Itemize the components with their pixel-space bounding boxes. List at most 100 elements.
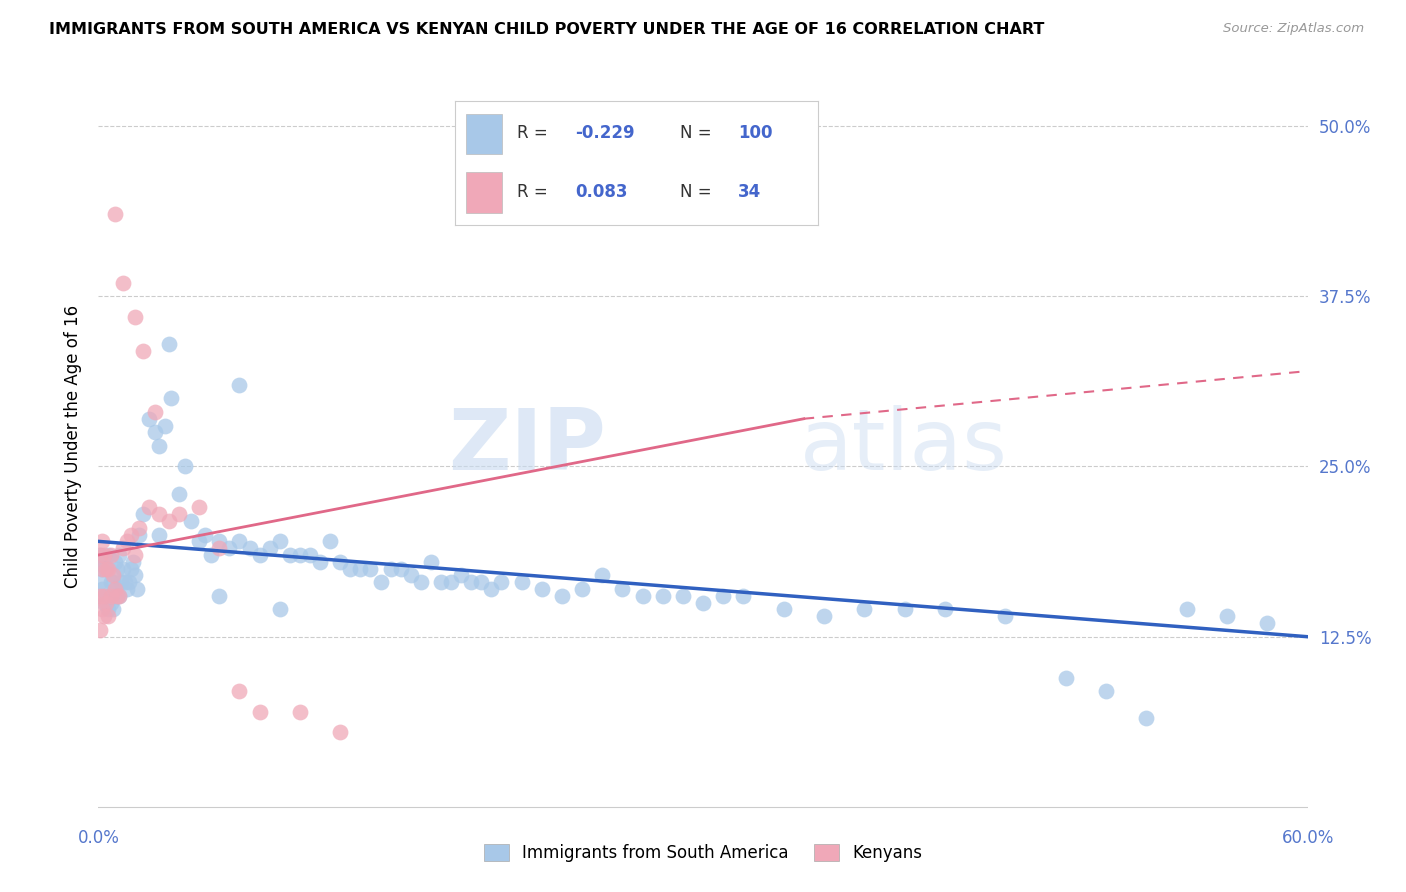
- Point: [160, 392, 183, 406]
- Point: [194, 527, 217, 541]
- Point: [672, 589, 695, 603]
- Point: [893, 602, 915, 616]
- Point: [91, 602, 114, 616]
- Point: [105, 589, 128, 603]
- Point: [1216, 609, 1239, 624]
- Point: [460, 575, 482, 590]
- Point: [107, 589, 129, 603]
- Point: [188, 500, 211, 515]
- Point: [110, 575, 132, 590]
- Point: [100, 575, 122, 590]
- Point: [93, 609, 115, 624]
- Point: [101, 602, 124, 616]
- Text: ZIP: ZIP: [449, 404, 606, 488]
- Point: [420, 555, 443, 569]
- Point: [105, 589, 128, 603]
- Point: [510, 575, 533, 590]
- Point: [934, 602, 956, 616]
- Text: IMMIGRANTS FROM SOUTH AMERICA VS KENYAN CHILD POVERTY UNDER THE AGE OF 16 CORREL: IMMIGRANTS FROM SOUTH AMERICA VS KENYAN …: [49, 22, 1045, 37]
- Point: [228, 377, 250, 392]
- Point: [111, 561, 134, 575]
- Point: [89, 575, 111, 590]
- Point: [228, 534, 250, 549]
- Point: [692, 596, 714, 610]
- Point: [491, 575, 513, 590]
- Point: [470, 575, 492, 590]
- Point: [450, 568, 472, 582]
- Point: [96, 589, 118, 603]
- Point: [100, 596, 122, 610]
- Point: [125, 582, 148, 596]
- Point: [101, 575, 124, 590]
- Point: [180, 514, 202, 528]
- Point: [128, 521, 150, 535]
- Point: [1135, 711, 1157, 725]
- Point: [93, 555, 115, 569]
- Point: [591, 568, 613, 582]
- Point: [115, 582, 138, 596]
- Point: [711, 589, 734, 603]
- Point: [101, 568, 124, 582]
- Point: [103, 582, 125, 596]
- Text: Source: ZipAtlas.com: Source: ZipAtlas.com: [1223, 22, 1364, 36]
- Point: [329, 555, 352, 569]
- Point: [115, 534, 138, 549]
- Point: [200, 548, 222, 562]
- Point: [128, 527, 150, 541]
- Point: [93, 548, 115, 562]
- Point: [269, 534, 291, 549]
- Point: [409, 575, 432, 590]
- Point: [107, 548, 129, 562]
- Point: [120, 527, 142, 541]
- Point: [440, 575, 463, 590]
- Point: [107, 589, 129, 603]
- Point: [430, 575, 453, 590]
- Point: [148, 507, 170, 521]
- Point: [89, 623, 111, 637]
- Point: [89, 548, 111, 562]
- Point: [1095, 684, 1118, 698]
- Point: [124, 568, 146, 582]
- Point: [105, 561, 128, 575]
- Point: [1054, 671, 1077, 685]
- Point: [97, 561, 120, 575]
- Y-axis label: Child Poverty Under the Age of 16: Child Poverty Under the Age of 16: [63, 304, 82, 588]
- Point: [132, 343, 155, 358]
- Point: [148, 439, 170, 453]
- Point: [772, 602, 794, 616]
- Point: [813, 609, 835, 624]
- Point: [157, 336, 180, 351]
- Point: [530, 582, 553, 596]
- Point: [370, 575, 392, 590]
- Point: [138, 500, 160, 515]
- Point: [278, 548, 301, 562]
- Point: [121, 555, 143, 569]
- Point: [103, 207, 125, 221]
- Point: [97, 602, 120, 616]
- Point: [349, 561, 371, 575]
- Point: [288, 548, 311, 562]
- Point: [93, 596, 115, 610]
- Point: [208, 589, 231, 603]
- Point: [1256, 616, 1278, 631]
- Point: [143, 425, 166, 440]
- Point: [389, 561, 412, 575]
- Point: [143, 405, 166, 419]
- Point: [994, 609, 1017, 624]
- Legend: Immigrants from South America, Kenyans: Immigrants from South America, Kenyans: [477, 837, 929, 869]
- Point: [91, 534, 114, 549]
- Point: [612, 582, 634, 596]
- Point: [228, 684, 250, 698]
- Point: [97, 609, 120, 624]
- Point: [299, 548, 322, 562]
- Point: [249, 705, 271, 719]
- Point: [132, 507, 155, 521]
- Point: [111, 276, 134, 290]
- Point: [481, 582, 503, 596]
- Point: [651, 589, 673, 603]
- Point: [153, 418, 176, 433]
- Point: [339, 561, 361, 575]
- Point: [89, 589, 111, 603]
- Point: [138, 411, 160, 425]
- Point: [167, 486, 190, 500]
